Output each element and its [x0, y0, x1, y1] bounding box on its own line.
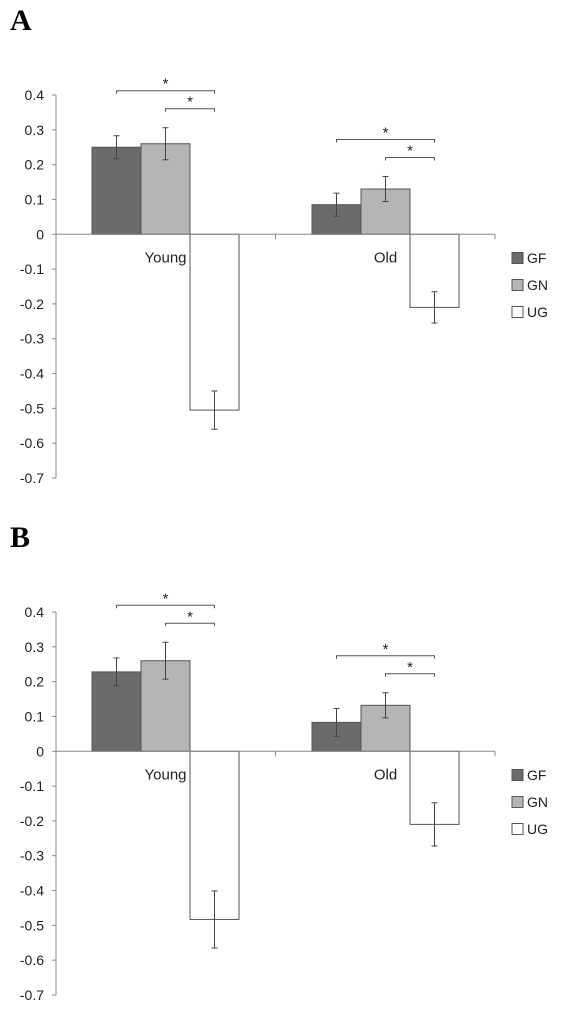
y-tick-label: -0.4 [20, 366, 44, 382]
legend-label: UG [527, 821, 548, 837]
y-tick-label: -0.3 [20, 331, 44, 347]
bar [189, 233, 240, 411]
significance-star: * [187, 608, 193, 625]
category-label: Young [145, 766, 187, 783]
y-tick-label: -0.6 [20, 952, 44, 968]
y-tick-label: 0.3 [25, 639, 45, 655]
panel-label: B [10, 521, 31, 554]
legend-swatch [511, 306, 524, 318]
y-tick-label: -0.6 [20, 435, 44, 451]
y-tick-label: -0.1 [20, 778, 44, 794]
significance-star: * [163, 590, 169, 607]
bar-chart: 0.4 0.3 0.2 0.1 0 -0.1 -0.2 -0.3 -0.4 -0.5 -0.6 -0.… [20, 590, 548, 1003]
legend-swatch [511, 823, 524, 835]
legend-label: GN [527, 277, 548, 293]
y-tick-label: -0.2 [20, 296, 44, 312]
significance-bracket [385, 673, 435, 677]
y-tick-label: -0.2 [20, 813, 44, 829]
legend-swatch [511, 796, 524, 808]
y-tick-label: -0.4 [20, 883, 44, 899]
chart-panel-b: B 0.4 0.3 0.2 0.1 0 -0.1 -0.2 -0.3 -0.4 -0.5 -0.6 -… [0, 517, 561, 1017]
significance-bracket [116, 90, 215, 94]
legend-label: GF [527, 767, 546, 783]
legend-swatch [511, 252, 524, 264]
y-tick-label: 0.4 [25, 604, 45, 620]
significance-bracket [165, 108, 215, 112]
y-tick-label: 0.1 [25, 191, 45, 207]
y-tick-label: -0.5 [20, 917, 44, 933]
legend-label: UG [527, 304, 548, 320]
significance-star: * [383, 124, 389, 141]
significance-bracket [385, 156, 435, 161]
bar [409, 750, 460, 825]
panel-label: A [10, 4, 32, 37]
legend-swatch [511, 769, 524, 781]
y-tick-label: 0.4 [25, 87, 45, 103]
significance-bracket [336, 655, 435, 659]
significance-bracket [336, 138, 435, 143]
significance-bracket [116, 604, 215, 609]
significance-star: * [407, 142, 413, 159]
significance-star: * [383, 641, 389, 658]
y-tick-label: 0 [36, 226, 44, 242]
category-label: Old [374, 249, 397, 266]
legend-label: GN [527, 794, 548, 810]
y-tick-label: 0 [36, 743, 44, 759]
significance-star: * [187, 94, 193, 111]
bar-chart: 0.4 0.3 0.2 0.1 0 -0.1 -0.2 -0.3 -0.4 -0.5 -0.6 -0.… [20, 76, 548, 486]
y-tick-label: -0.3 [20, 848, 44, 864]
y-tick-label: -0.5 [20, 400, 44, 416]
significance-bracket [165, 622, 215, 627]
y-tick-label: -0.1 [20, 261, 44, 277]
y-tick-label: 0.2 [25, 157, 45, 173]
category-label: Old [374, 766, 397, 783]
y-tick-label: 0.1 [25, 708, 45, 724]
bar [91, 146, 142, 235]
legend-swatch [511, 279, 524, 291]
significance-star: * [163, 76, 169, 93]
y-tick-label: -0.7 [20, 987, 44, 1003]
chart-panel-a: A 0.4 0.3 0.2 0.1 0 -0.1 -0.2 -0.3 -0.4 -0.5 -0.6 -… [0, 0, 561, 500]
legend-label: GF [527, 250, 546, 266]
significance-star: * [407, 659, 413, 676]
category-label: Young [145, 249, 187, 266]
y-tick-label: 0.2 [25, 674, 45, 690]
y-tick-label: -0.7 [20, 470, 44, 486]
y-tick-label: 0.3 [25, 122, 45, 138]
